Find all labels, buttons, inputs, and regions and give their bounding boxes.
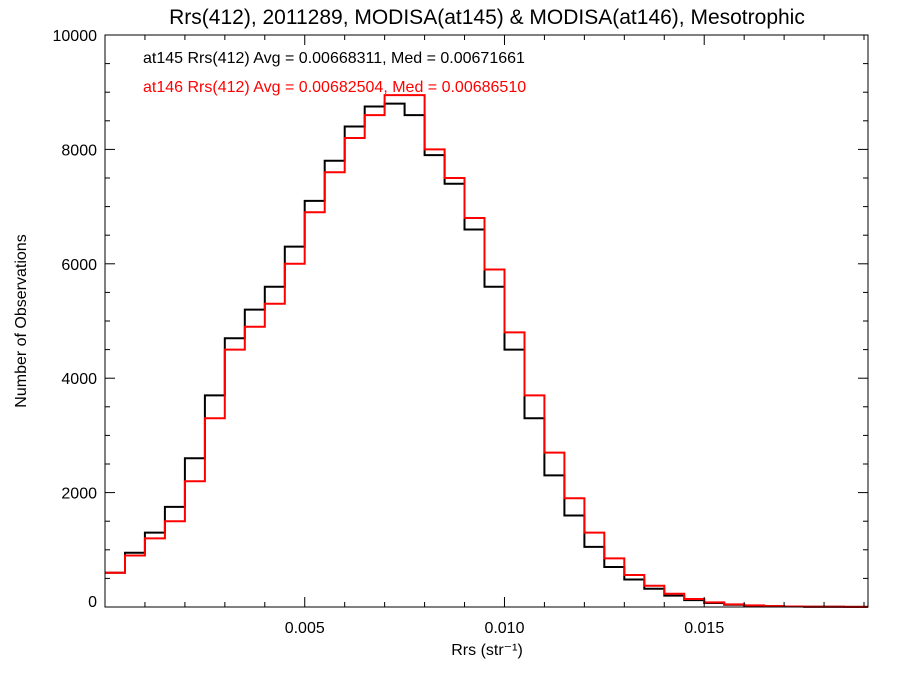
x-axis-label: Rrs (str⁻¹) xyxy=(451,642,523,659)
y-tick-label: 2000 xyxy=(61,486,97,503)
series-layer xyxy=(105,94,868,608)
x-tick-label: 0.015 xyxy=(684,620,724,637)
y-tick-label: 10000 xyxy=(53,28,98,45)
plot-frame xyxy=(104,34,869,608)
y-tick-label: 4000 xyxy=(61,371,97,388)
y-axis-label: Number of Observations xyxy=(13,234,30,407)
series-line-1 xyxy=(105,94,868,608)
series-line-0 xyxy=(105,102,868,608)
x-tick-label: 0.005 xyxy=(285,620,325,637)
y-tick-label: 6000 xyxy=(61,257,97,274)
y-tick-label: 8000 xyxy=(61,142,97,159)
x-tick-label: 0.010 xyxy=(484,620,524,637)
chart-title: Rrs(412), 2011289, MODISA(at145) & MODIS… xyxy=(169,6,805,29)
annotation-at146: at146 Rrs(412) Avg = 0.00682504, Med = 0… xyxy=(143,79,526,96)
y-tick-label: 0 xyxy=(88,594,97,611)
annotation-at145: at145 Rrs(412) Avg = 0.00668311, Med = 0… xyxy=(143,50,525,67)
axis-layer: 0.005 0.010 0.015 0 2000 4000 6000 8000 10000 xyxy=(53,28,868,637)
